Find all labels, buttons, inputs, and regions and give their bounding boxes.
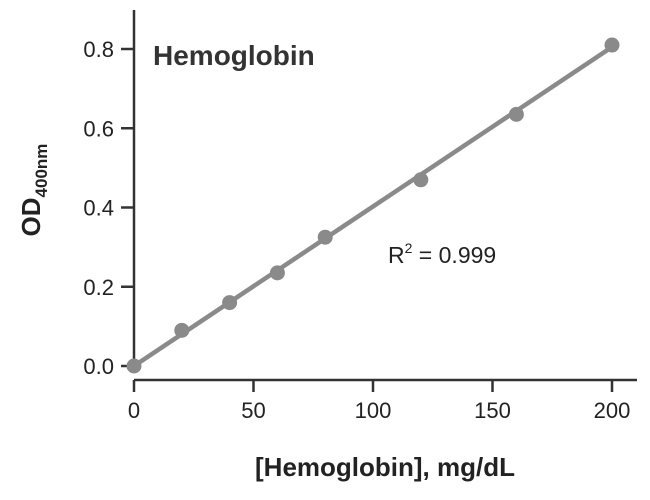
x-axis-title: [Hemoglobin], mg/dL [255,452,515,482]
data-point [604,37,620,53]
r-squared-annotation: R2 = 0.999 [388,240,496,268]
y-ticks: 0.0 0.2 0.4 0.6 0.8 [83,37,134,379]
y-axis-title-subscript: 400nm [32,144,51,198]
data-point [317,229,333,245]
data-point [222,295,238,311]
data-point [508,106,524,122]
data-point [174,322,190,338]
y-tick-label: 0.2 [83,275,114,300]
x-tick-label: 200 [594,398,631,423]
y-tick-label: 0.6 [83,116,114,141]
x-tick-label: 50 [241,398,265,423]
r-squared-r: R [388,242,405,268]
y-axis-title: OD400nm [16,144,51,237]
x-tick-label: 100 [355,398,392,423]
x-ticks: 0 50 100 150 200 [128,380,630,423]
data-point [126,358,142,374]
data-point [269,265,285,281]
y-tick-label: 0.4 [83,196,114,221]
axes [132,10,637,382]
fit-line [131,44,615,369]
r-squared-sup: 2 [405,240,413,256]
y-tick-label: 0.8 [83,37,114,62]
chart-title: Hemoglobin [153,40,315,71]
y-axis-title-main: OD [16,197,46,236]
x-tick-label: 150 [474,398,511,423]
y-tick-label: 0.0 [83,354,114,379]
x-tick-label: 0 [128,398,140,423]
data-points [126,37,620,374]
data-point [413,172,429,188]
r-squared-value: = 0.999 [412,242,496,268]
